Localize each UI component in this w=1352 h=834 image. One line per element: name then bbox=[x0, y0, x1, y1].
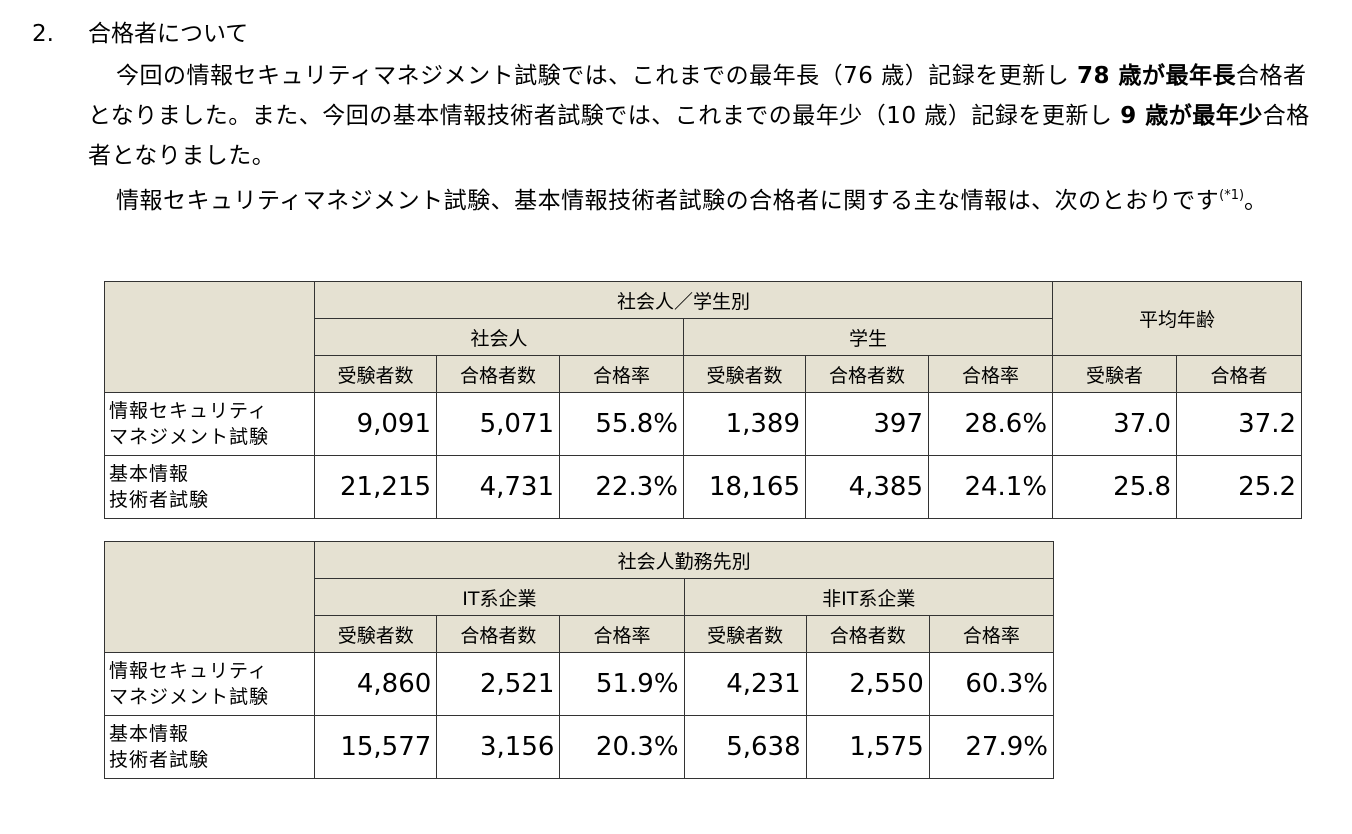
table-cell: 60.3% bbox=[928, 652, 1055, 716]
table-cell: 37.0 bbox=[1052, 392, 1178, 456]
row-label: 基本情報 技術者試験 bbox=[103, 715, 316, 779]
table-cell: 397 bbox=[805, 392, 929, 456]
header-student: 学生 bbox=[682, 318, 1054, 356]
table-cell: 21,215 bbox=[314, 455, 437, 519]
table-cell: 2,550 bbox=[805, 652, 930, 716]
section-title: 合格者について bbox=[88, 21, 249, 47]
column-header: 受験者数 bbox=[683, 615, 807, 653]
header-working: 社会人 bbox=[314, 318, 684, 356]
table-by-occupation: 社会人／学生別 平均年齢 社会人 学生 受験者数 合格者数 合格率 受験者数 合… bbox=[104, 281, 1303, 519]
header-non-it-company: 非IT系企業 bbox=[683, 578, 1055, 616]
row-label: 基本情報 技術者試験 bbox=[104, 455, 315, 519]
footnote-ref: (*1) bbox=[1219, 188, 1245, 203]
column-header: 合格率 bbox=[559, 355, 684, 393]
table-cell: 27.9% bbox=[928, 715, 1055, 779]
table-cell: 9,091 bbox=[314, 392, 437, 456]
table-cell: 4,731 bbox=[436, 455, 560, 519]
table-by-employer: 社会人勤務先別 IT系企業 非IT系企業 受験者数 合格者数 合格率 受験者数 … bbox=[103, 541, 1055, 779]
row-label: 情報セキュリティ マネジメント試験 bbox=[104, 392, 315, 456]
table-cell: 25.2 bbox=[1176, 455, 1303, 519]
table-row: 情報セキュリティ マネジメント試験 4,860 2,521 51.9% 4,231… bbox=[103, 652, 1055, 716]
table-cell: 5,071 bbox=[436, 392, 560, 456]
table-row: 基本情報 技術者試験 15,577 3,156 20.3% 5,638 1,575… bbox=[103, 715, 1055, 779]
table-cell: 55.8% bbox=[559, 392, 684, 456]
table-row: 基本情報 技術者試験 21,215 4,731 22.3% 18,165 4,38… bbox=[104, 455, 1303, 519]
paragraph-text: 合格者となりました。 bbox=[88, 103, 1310, 169]
column-header: 合格者数 bbox=[805, 615, 930, 653]
column-header: 合格率 bbox=[927, 355, 1054, 393]
paragraph-text: 。 bbox=[1244, 188, 1268, 214]
table-cell: 18,165 bbox=[683, 455, 806, 519]
header-it-company: IT系企業 bbox=[314, 578, 685, 616]
table-cell: 2,521 bbox=[436, 652, 561, 716]
section-heading: 2. 合格者について bbox=[32, 14, 248, 54]
column-header: 合格率 bbox=[559, 615, 685, 653]
header-group: 社会人勤務先別 bbox=[314, 541, 1054, 579]
paragraph-text: 今回の情報セキュリティマネジメント試験では、これまでの最年長（76 歳）記録を更… bbox=[116, 63, 1078, 89]
table-cell: 4,231 bbox=[683, 652, 807, 716]
paragraph-text: 情報セキュリティマネジメント試験、基本情報技術者試験の合格者に関する主な情報は、… bbox=[116, 188, 1220, 214]
table-cell: 37.2 bbox=[1176, 392, 1303, 456]
paragraph-intro-tables: 情報セキュリティマネジメント試験、基本情報技術者試験の合格者に関する主な情報は、… bbox=[88, 176, 1320, 221]
row-label: 情報セキュリティ マネジメント試験 bbox=[103, 652, 316, 716]
header-corner bbox=[103, 541, 316, 653]
table-row: 情報セキュリティ マネジメント試験 9,091 5,071 55.8% 1,389… bbox=[104, 392, 1303, 456]
paragraph-text: 合格者となりました。また、今回の基本情報技術者試験では、これまでの最年少（10 … bbox=[88, 63, 1307, 129]
table-cell: 3,156 bbox=[436, 715, 561, 779]
table-cell: 25.8 bbox=[1052, 455, 1178, 519]
column-header: 合格者 bbox=[1176, 355, 1303, 393]
table-cell: 22.3% bbox=[559, 455, 684, 519]
header-group: 社会人／学生別 bbox=[313, 281, 1054, 319]
table-cell: 4,860 bbox=[314, 652, 438, 716]
column-header: 受験者数 bbox=[314, 615, 438, 653]
column-header: 受験者数 bbox=[683, 355, 806, 393]
table-cell: 15,577 bbox=[314, 715, 438, 779]
column-header: 合格者数 bbox=[436, 355, 560, 393]
table-cell: 28.6% bbox=[927, 392, 1054, 456]
section-number: 2. bbox=[32, 21, 54, 47]
table-cell: 5,638 bbox=[683, 715, 807, 779]
column-header: 合格者数 bbox=[805, 355, 929, 393]
bold-youngest: 9 歳が最年少 bbox=[1120, 103, 1263, 129]
header-corner bbox=[104, 281, 315, 393]
column-header: 受験者 bbox=[1052, 355, 1178, 393]
table-cell: 20.3% bbox=[559, 715, 685, 779]
bold-oldest: 78 歳が最年長 bbox=[1077, 63, 1237, 89]
column-header: 合格率 bbox=[928, 615, 1055, 653]
table-cell: 1,389 bbox=[683, 392, 806, 456]
table-cell: 4,385 bbox=[805, 455, 929, 519]
table-cell: 1,575 bbox=[805, 715, 930, 779]
table-cell: 24.1% bbox=[927, 455, 1054, 519]
header-average-age: 平均年齢 bbox=[1052, 281, 1303, 356]
table-cell: 51.9% bbox=[559, 652, 685, 716]
column-header: 受験者数 bbox=[314, 355, 437, 393]
paragraph-record-ages: 今回の情報セキュリティマネジメント試験では、これまでの最年長（76 歳）記録を更… bbox=[88, 56, 1320, 176]
column-header: 合格者数 bbox=[436, 615, 561, 653]
